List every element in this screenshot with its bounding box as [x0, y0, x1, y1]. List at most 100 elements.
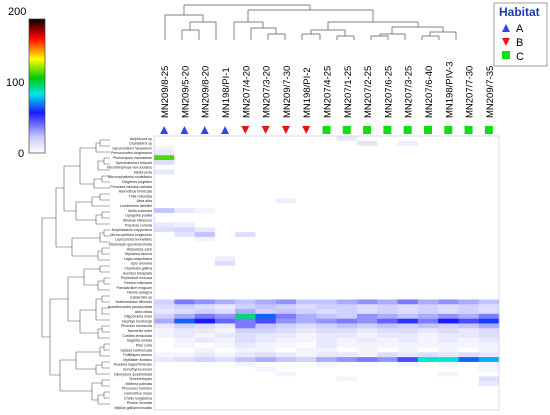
habitat-marker-c [322, 126, 331, 134]
heatmap-cell [397, 174, 419, 180]
heatmap-cell [397, 140, 419, 146]
heatmap-cell [174, 193, 195, 199]
heatmap-cell [417, 246, 439, 252]
row-label: Microthelphusa verruculatus [107, 166, 152, 170]
heatmap-cell [194, 280, 216, 286]
heatmap-cell [397, 395, 419, 401]
heatmap-cell [377, 222, 398, 228]
heatmap-cell [174, 304, 195, 310]
heatmap-cell [235, 347, 256, 353]
row-label: Retusa rolleciana [124, 281, 152, 285]
heatmap-cell [377, 140, 398, 146]
heatmap-cell [255, 275, 277, 281]
heatmap-cell [377, 361, 398, 368]
heatmap-cell [214, 328, 236, 334]
heatmap-cell [356, 160, 378, 166]
heatmap-cell [194, 179, 216, 185]
heatmap-cell [478, 385, 500, 392]
heatmap-cell [235, 174, 256, 180]
heatmap-cell [336, 212, 358, 219]
heatmap-cell [458, 299, 479, 305]
heatmap-cell [154, 184, 175, 190]
heatmap-cell [194, 188, 216, 194]
heatmap-cell [458, 217, 479, 223]
row-label: Diogenes pugilator [122, 180, 153, 184]
heatmap-cell [174, 294, 195, 300]
heatmap-cell [377, 251, 398, 257]
heatmap-cell [397, 390, 419, 396]
heatmap-cell [214, 270, 236, 276]
heatmap-cell [417, 352, 439, 358]
heatmap-cell [214, 256, 236, 262]
heatmap-cell [356, 150, 378, 156]
heatmap-cell [296, 385, 317, 392]
heatmap-cell [377, 212, 398, 219]
heatmap-cell [235, 140, 256, 146]
heatmap-cell [255, 155, 277, 161]
heatmap-cell [478, 337, 500, 343]
heatmap-cell [478, 333, 500, 339]
color-scale-tick: 200 [8, 6, 26, 18]
heatmap-cell [458, 188, 479, 194]
heatmap-cell [438, 299, 459, 305]
heatmap-cell [174, 280, 195, 286]
heatmap-cell [214, 160, 236, 166]
heatmap-cell [154, 203, 175, 209]
row-label: Acanthocardia paucicostata [108, 305, 152, 309]
heatmap-cell [214, 285, 236, 291]
heatmap-cell [458, 376, 479, 382]
heatmap-cell [336, 357, 358, 363]
heatmap-cell [194, 140, 216, 146]
column-label: MN209/7-30 [282, 66, 293, 118]
heatmap-cell [235, 309, 256, 315]
heatmap-cell [458, 285, 479, 291]
heatmap-cell [316, 179, 337, 185]
row-label: Spio arenaria [131, 262, 152, 266]
heatmap-cell [235, 385, 256, 392]
heatmap-cell [214, 390, 236, 396]
heatmap-cell [397, 164, 419, 170]
heatmap-cell [296, 342, 317, 348]
heatmap-cell [154, 275, 175, 281]
heatmap-cell [255, 208, 277, 214]
heatmap-cell [174, 241, 195, 247]
heatmap-cell [296, 179, 317, 185]
habitat-marker-b [261, 126, 270, 134]
heatmap-cell [174, 265, 195, 271]
heatmap-cell [154, 385, 175, 392]
heatmap-cell [275, 236, 297, 243]
heatmap-cell [235, 222, 256, 228]
heatmap-cell [438, 179, 459, 185]
heatmap-cell [478, 150, 500, 156]
heatmap-cell [397, 217, 419, 223]
heatmap-cell [316, 294, 337, 300]
heatmap-frame [153, 135, 500, 411]
heatmap-cell [255, 246, 277, 252]
heatmap-cell [438, 232, 459, 238]
heatmap-cell [154, 212, 175, 219]
heatmap-cell [356, 232, 378, 238]
heatmap-cell [255, 188, 277, 194]
heatmap-cell [194, 275, 216, 281]
heatmap-cell [478, 390, 500, 396]
heatmap-cell [417, 309, 439, 315]
heatmap-cell [255, 371, 277, 377]
heatmap-cell [397, 371, 419, 377]
heatmap-cell [174, 352, 195, 358]
heatmap-cell [194, 198, 216, 204]
heatmap-cell [377, 174, 398, 180]
heatmap-cell [417, 208, 439, 214]
habitat-marker-c [444, 126, 453, 134]
heatmap-cell [255, 160, 277, 166]
heatmap-cell [438, 371, 459, 377]
heatmap-cell [417, 304, 439, 310]
heatmap-cell [397, 352, 419, 358]
habitat-marker-a [160, 126, 169, 134]
heatmap-cell [154, 251, 175, 257]
row-label: Spirorbanchus freiparti [116, 161, 152, 165]
heatmap-cell [336, 184, 358, 190]
heatmap-cell [296, 285, 317, 291]
heatmap-cell [194, 328, 216, 334]
heatmap-cell [397, 222, 419, 228]
heatmap-cell [235, 313, 256, 319]
